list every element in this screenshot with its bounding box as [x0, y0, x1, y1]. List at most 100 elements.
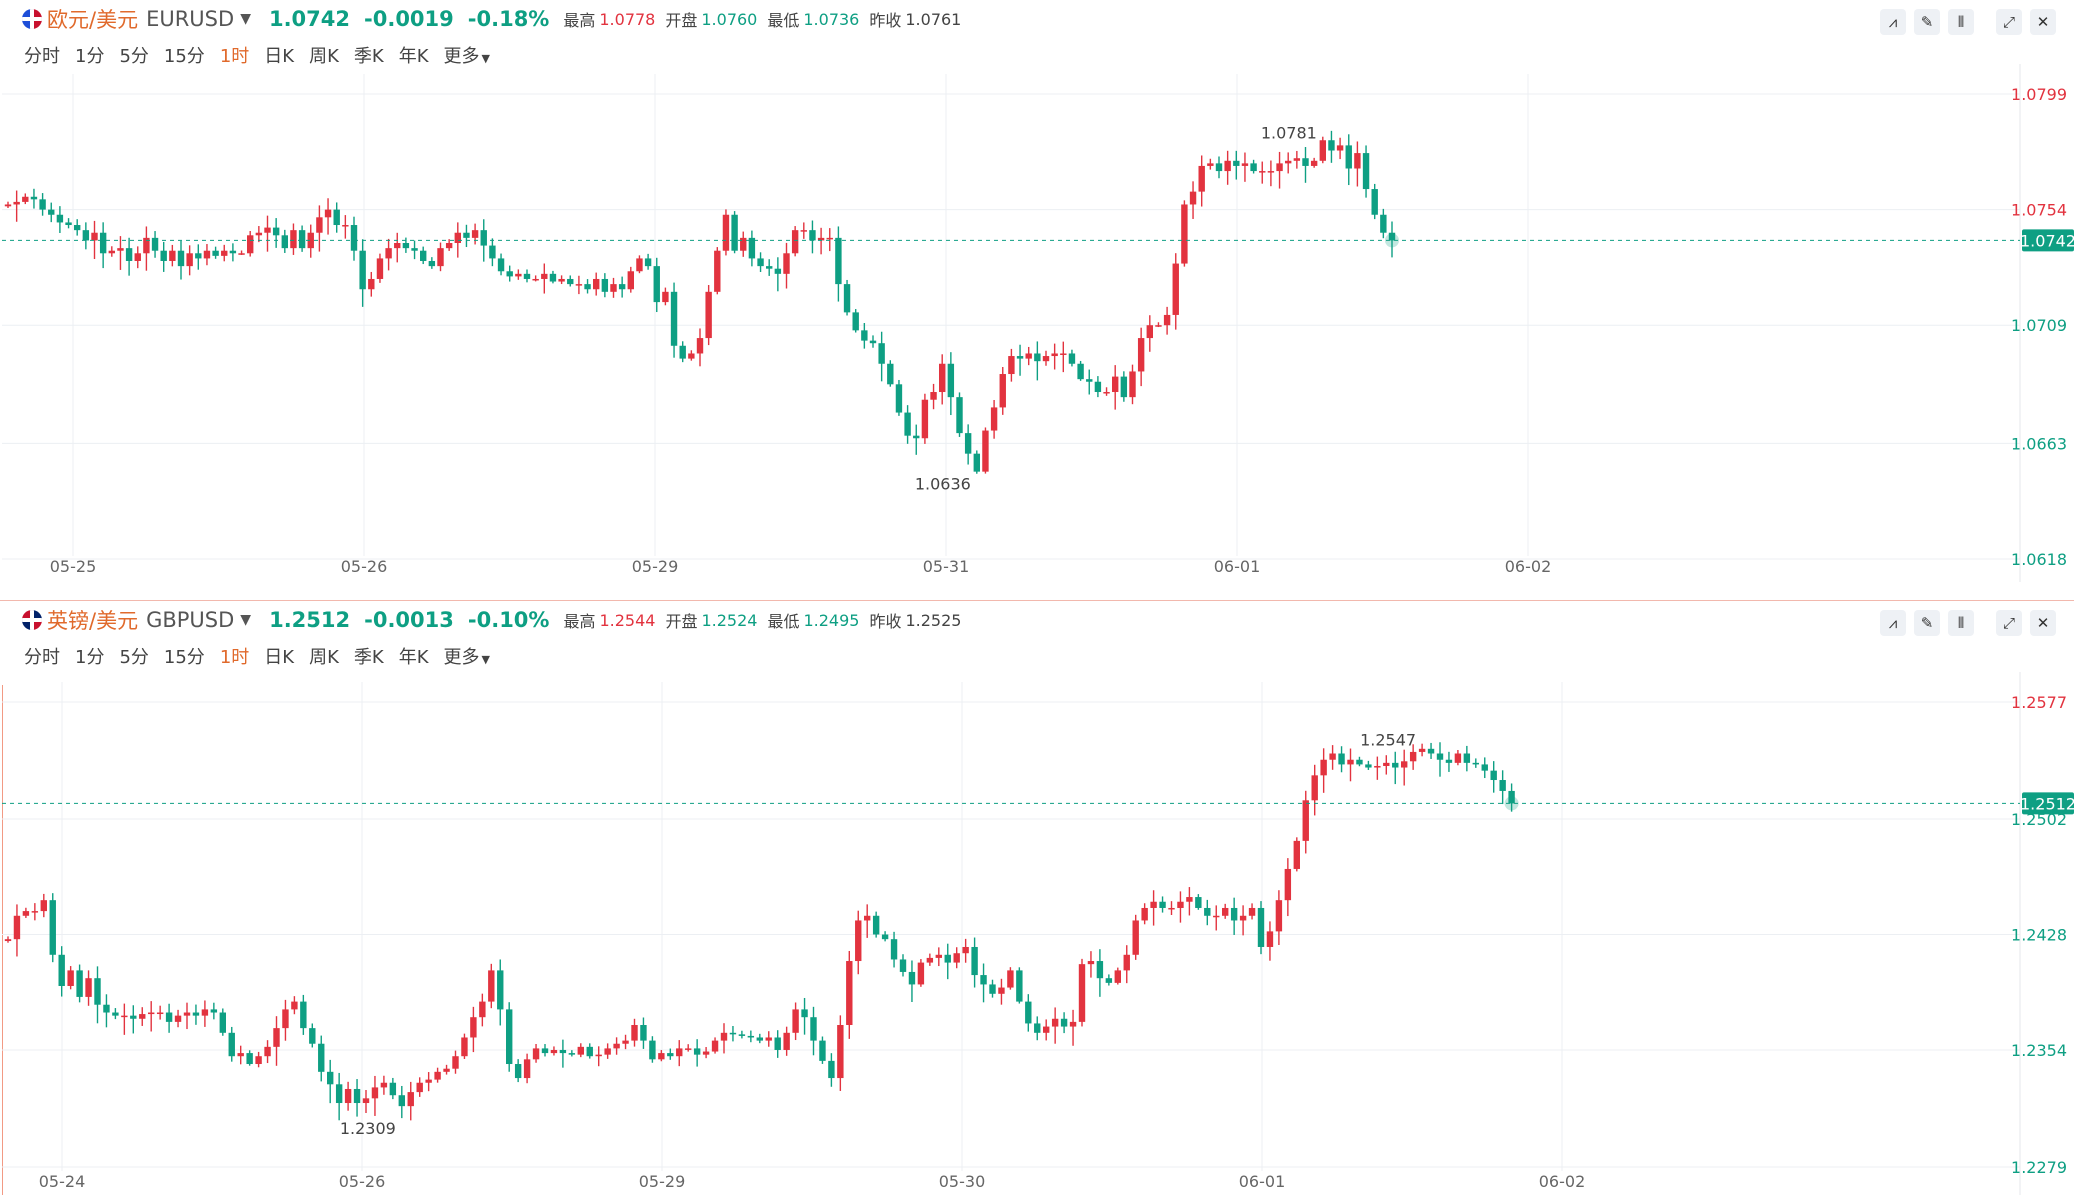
- tab-1m[interactable]: 1分: [75, 46, 105, 67]
- tab-more[interactable]: 更多 ▼: [444, 643, 490, 669]
- candle: [1302, 147, 1309, 183]
- candle: [935, 947, 942, 967]
- candle: [595, 1046, 602, 1067]
- candle: [1329, 745, 1336, 770]
- candle: [192, 1004, 200, 1025]
- tab-1m[interactable]: 1分: [75, 647, 105, 668]
- candle: [702, 1047, 710, 1059]
- candle: [1123, 945, 1130, 984]
- tab-15m[interactable]: 15分: [163, 46, 205, 67]
- candle: [1007, 967, 1014, 990]
- tab-week[interactable]: 周K: [309, 46, 339, 67]
- candle: [658, 1050, 665, 1062]
- tab-year[interactable]: 年K: [398, 647, 429, 668]
- tab-5m[interactable]: 5分: [119, 46, 149, 67]
- prev-close-value: 1.2525: [905, 610, 962, 630]
- candle: [1025, 346, 1032, 366]
- tab-year[interactable]: 年K: [398, 46, 429, 67]
- y-tick-label: 1.0799: [2011, 85, 2067, 104]
- pair-name[interactable]: 欧元/美元: [47, 8, 139, 32]
- candle: [183, 1002, 191, 1030]
- candle: [514, 1059, 522, 1083]
- prev-close-value: 1.0761: [905, 9, 962, 29]
- candle: [999, 366, 1006, 415]
- candle: [586, 1043, 593, 1059]
- candle-type-icon[interactable]: ⫴: [1948, 9, 1974, 35]
- draw-icon[interactable]: ✎: [1914, 9, 1940, 35]
- pair-name[interactable]: 英镑/美元: [47, 609, 139, 633]
- candle: [39, 193, 46, 216]
- tab-1h[interactable]: 1时: [219, 46, 250, 67]
- tab-day[interactable]: 日K: [264, 46, 295, 67]
- candle: [989, 979, 996, 998]
- candle: [1241, 152, 1249, 182]
- tab-timeshare[interactable]: 分时: [24, 647, 60, 668]
- tab-1h[interactable]: 1时: [219, 647, 250, 668]
- candle: [1508, 783, 1515, 812]
- candle: [964, 424, 972, 465]
- candle: [1454, 749, 1462, 766]
- candle: [1137, 327, 1145, 387]
- tab-day[interactable]: 日K: [264, 647, 295, 668]
- candle: [872, 911, 880, 938]
- candle: [800, 222, 807, 239]
- candle: [434, 1067, 441, 1083]
- candle: [1141, 903, 1148, 925]
- close-icon[interactable]: ✕: [2030, 610, 2056, 636]
- tab-quarter[interactable]: 季K: [353, 647, 384, 668]
- tab-more[interactable]: 更多 ▼: [444, 42, 490, 68]
- candle: [139, 1007, 146, 1026]
- tab-week[interactable]: 周K: [309, 647, 339, 668]
- candle: [676, 1040, 683, 1067]
- tab-15m[interactable]: 15分: [163, 647, 205, 668]
- close-icon[interactable]: ✕: [2030, 9, 2056, 35]
- symbol[interactable]: GBPUSD: [146, 608, 235, 632]
- symbol-dropdown-icon[interactable]: ▼: [240, 11, 251, 27]
- eurusd-candlestick-chart[interactable]: 05-25 05-26 05-29 05-31 06-01 06-02 1.0799 1.07…: [0, 0, 2074, 600]
- chart-toolbar: ⩘ ✎ ⫴ ⤢ ✕: [1880, 9, 2056, 35]
- candle: [1177, 891, 1184, 923]
- expand-icon[interactable]: ⤢: [1996, 9, 2022, 35]
- tab-5m[interactable]: 5分: [119, 647, 149, 668]
- high-label: 最高: [563, 612, 596, 631]
- candle: [1356, 756, 1363, 767]
- candle: [610, 277, 617, 298]
- draw-icon[interactable]: ✎: [1914, 610, 1940, 636]
- candle: [156, 1005, 164, 1020]
- candle: [1445, 751, 1453, 772]
- candle: [1302, 790, 1309, 854]
- candle: [523, 269, 531, 283]
- candle: [792, 1002, 799, 1041]
- gbpusd-quote-header: 英镑/美元 GBPUSD ▼ 1.2512 -0.0013 -0.10% 最高 …: [22, 607, 971, 633]
- candle: [973, 450, 980, 474]
- candle: [1189, 181, 1197, 219]
- candle: [636, 255, 643, 274]
- candle: [559, 1039, 567, 1068]
- candle: [298, 225, 306, 252]
- candle: [783, 242, 790, 289]
- candle: [861, 323, 868, 349]
- indicator-icon[interactable]: ⩘: [1880, 9, 1906, 35]
- candle-type-icon[interactable]: ⫴: [1948, 610, 1974, 636]
- gbpusd-candlestick-chart[interactable]: 05-24 05-26 05-29 05-30 06-01 06-02 1.2577 1.25…: [0, 601, 2074, 1195]
- live-price-dot: [1385, 233, 1399, 248]
- candle: [4, 936, 12, 943]
- candle: [738, 1030, 746, 1039]
- last-price: 1.2512: [269, 608, 351, 632]
- symbol-dropdown-icon[interactable]: ▼: [240, 612, 252, 628]
- indicator-icon[interactable]: ⩘: [1880, 610, 1906, 636]
- x-tick-label: 06-01: [1239, 1172, 1286, 1191]
- candle: [904, 405, 911, 444]
- candle: [1365, 760, 1372, 770]
- candle: [1267, 160, 1275, 187]
- tab-timeshare[interactable]: 分时: [24, 46, 60, 67]
- price-change-pct: -0.10%: [467, 608, 550, 632]
- current-price-label: 1.0742: [2020, 231, 2074, 250]
- candle: [210, 1002, 218, 1020]
- symbol[interactable]: EURUSD: [146, 7, 235, 31]
- candle: [618, 276, 626, 298]
- candle: [1163, 306, 1171, 335]
- tab-quarter[interactable]: 季K: [353, 46, 384, 67]
- candle: [165, 1003, 173, 1033]
- expand-icon[interactable]: ⤢: [1996, 610, 2022, 636]
